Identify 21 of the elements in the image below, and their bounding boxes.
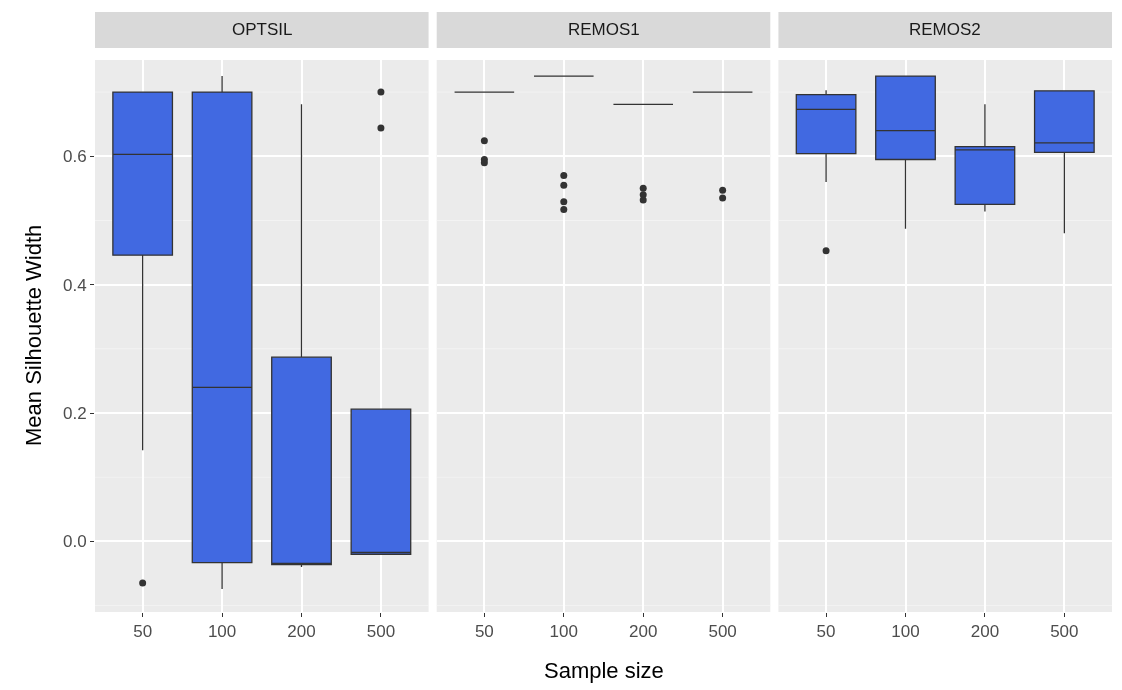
x-tick-label: 100 (549, 622, 578, 642)
chart-title: REMOS1 (568, 20, 640, 39)
y-tick-label: 0.0 (62, 532, 87, 552)
y-tick-label: 0.6 (62, 147, 87, 167)
x-tick-label: 50 (133, 622, 153, 642)
x-tick-label: 100 (891, 622, 920, 642)
x-tick-label: 200 (287, 622, 316, 642)
x-tick-label: 500 (708, 622, 737, 642)
chart-title: REMOS2 (909, 20, 981, 39)
y-axis-title: Mean Silhouette Width (21, 224, 46, 446)
chart-title: OPTSIL (232, 20, 293, 39)
x-axis-title: Sample size (544, 658, 664, 683)
y-tick-label: 0.4 (62, 275, 87, 295)
x-tick-label: 500 (366, 622, 396, 642)
x-tick-label: 50 (816, 622, 836, 642)
x-tick-label: 100 (207, 622, 237, 642)
x-tick-label: 500 (1050, 622, 1079, 642)
y-tick-label: 0.2 (62, 403, 87, 423)
x-tick-label: 200 (629, 622, 658, 642)
x-tick-label: 50 (474, 622, 494, 642)
x-tick-label: 200 (970, 622, 1000, 642)
